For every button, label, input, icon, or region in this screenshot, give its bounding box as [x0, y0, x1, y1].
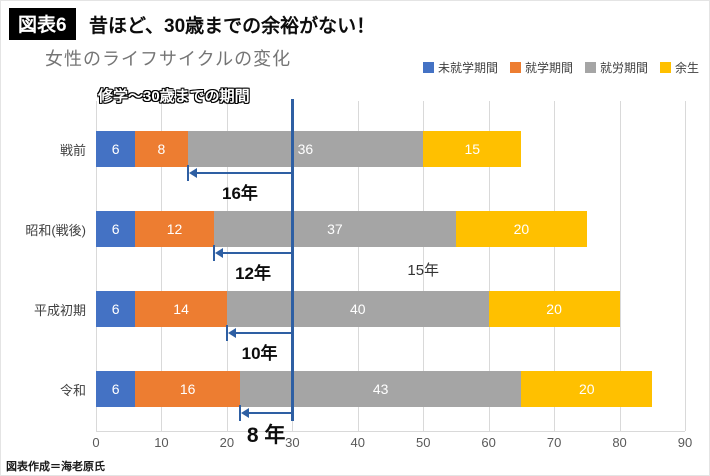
legend-item: 未就学期間 — [422, 59, 498, 76]
x-axis-tick-label: 10 — [154, 435, 169, 450]
legend-swatch-icon — [422, 62, 434, 73]
x-axis-tick-label: 80 — [612, 435, 627, 450]
category-label: 平成初期 — [33, 303, 86, 318]
x-axis-line — [96, 431, 685, 432]
bar-segment: 40 — [226, 291, 489, 327]
legend: 未就学期間 就学期間 就労期間 余生 — [422, 59, 699, 76]
x-axis-tick-label: 20 — [219, 435, 235, 450]
bar-segment: 20 — [521, 371, 653, 407]
gridline — [357, 101, 359, 431]
bar-segment: 15 — [423, 131, 522, 167]
bar-segment: 14 — [135, 291, 227, 327]
x-axis-tick-label: 70 — [546, 435, 562, 450]
arrow-head-icon — [188, 168, 197, 178]
annotation-label: 12年 — [235, 264, 272, 283]
arrow-end-tick — [212, 245, 215, 261]
legend-label: 就学期間 — [524, 61, 573, 75]
legend-label: 未就学期間 — [437, 61, 498, 75]
bar-segment: 43 — [239, 371, 522, 407]
bar-segment: 8 — [135, 131, 188, 167]
credit: 図表作成＝海老原氏 — [6, 461, 105, 473]
x-axis-tick-label: 30 — [285, 435, 300, 450]
annotation-label: 15年 — [407, 262, 440, 279]
annotation-label: 10年 — [241, 344, 278, 363]
legend-item: 就労期間 — [584, 59, 648, 76]
legend-swatch-icon — [584, 62, 596, 73]
arrow-head-icon — [214, 248, 223, 258]
figure-badge: 図表6 — [9, 8, 76, 40]
legend-swatch-icon — [659, 62, 671, 73]
arrow-end-tick — [186, 165, 189, 181]
arrow-head-icon — [240, 408, 249, 418]
gridline — [96, 101, 97, 431]
legend-item: 就学期間 — [509, 59, 573, 76]
legend-label: 就労期間 — [599, 61, 648, 75]
x-axis-tick-label: 40 — [350, 435, 365, 450]
bar-segment: 12 — [135, 211, 214, 247]
bar-segment: 36 — [187, 131, 424, 167]
category-label: 昭和(戦後) — [25, 223, 86, 238]
gridline — [554, 101, 556, 431]
gridline — [161, 101, 163, 431]
gridline — [226, 101, 228, 431]
category-label: 令和 — [59, 383, 86, 398]
bar-segment: 37 — [213, 211, 456, 247]
chart-title: 女性のライフサイクルの変化 — [45, 49, 292, 69]
bar-segment: 20 — [455, 211, 587, 247]
arrow-end-tick — [238, 405, 241, 421]
arrow-head-icon — [227, 328, 236, 338]
legend-label: 余生 — [674, 61, 699, 75]
annotation-label: 8 年 — [246, 424, 286, 447]
reference-line — [291, 99, 295, 421]
arrow-line — [195, 172, 293, 174]
bar-segment: 6 — [96, 291, 136, 327]
x-axis-tick-label: 60 — [481, 435, 496, 450]
legend-swatch-icon — [509, 62, 521, 73]
legend-item: 余生 — [659, 59, 699, 76]
arrow-end-tick — [225, 325, 228, 341]
reference-line-label: 修学〜30歳までの期間 — [98, 88, 250, 105]
x-axis-tick-label: 0 — [92, 435, 100, 450]
gridline — [685, 101, 686, 431]
gridline — [488, 101, 490, 431]
bar-segment: 16 — [135, 371, 240, 407]
x-axis-tick-label: 50 — [415, 435, 431, 450]
arrow-line — [221, 252, 293, 254]
gridline — [423, 101, 425, 431]
annotation-label: 16年 — [222, 184, 258, 203]
bar-segment: 6 — [96, 211, 136, 247]
bar-segment: 6 — [96, 131, 136, 167]
bar-segment: 20 — [488, 291, 620, 327]
arrow-line — [247, 412, 293, 414]
gridline — [619, 101, 621, 431]
arrow-line — [234, 332, 293, 334]
x-axis-tick-label: 90 — [677, 435, 693, 450]
headline: 昔ほど、30歳までの余裕がない！ — [89, 16, 376, 37]
bar-segment: 6 — [96, 371, 136, 407]
category-label: 戦前 — [59, 143, 86, 158]
